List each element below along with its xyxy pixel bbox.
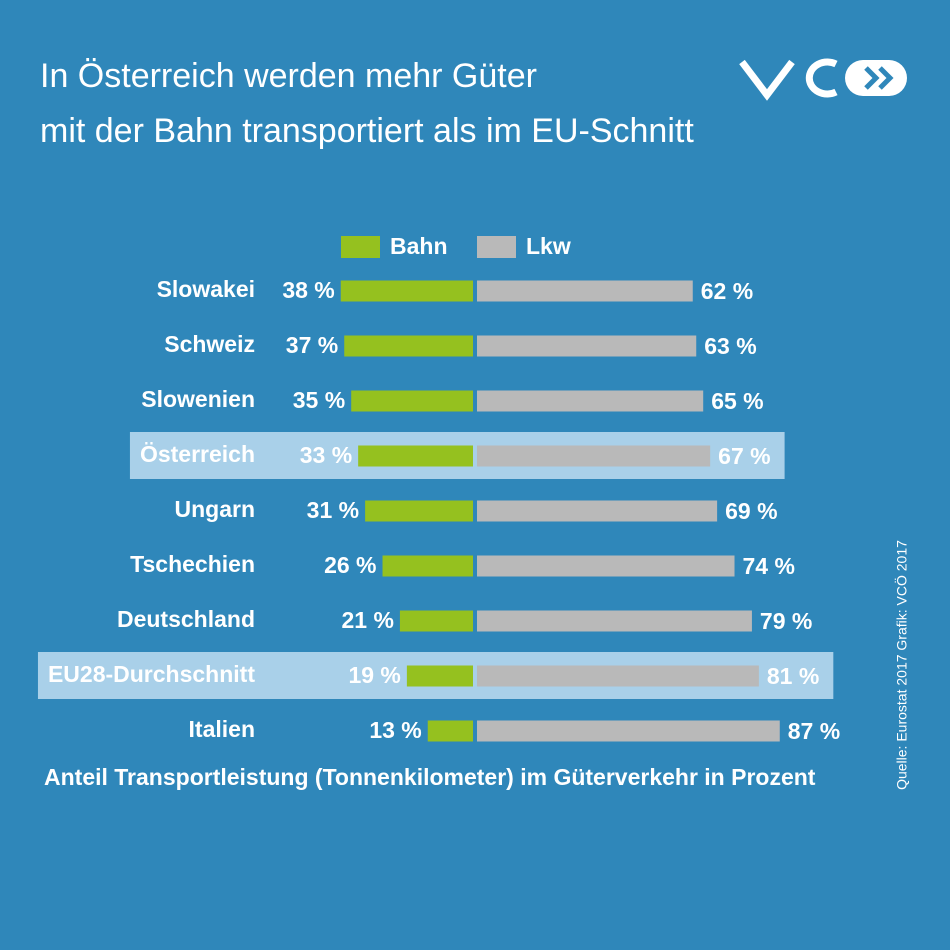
value-label: 35 % — [293, 387, 345, 413]
bar — [477, 665, 759, 687]
category-label: EU28-Durchschnitt — [48, 661, 255, 687]
source: Quelle: Eurostat 2017 Grafik: VCÖ 2017 — [893, 540, 910, 790]
value-label: 69 % — [725, 498, 777, 524]
legend-label: Lkw — [526, 233, 571, 259]
bar — [340, 280, 473, 302]
category-label: Slowenien — [141, 386, 255, 412]
value-label: 62 % — [701, 278, 753, 304]
bar — [344, 335, 473, 357]
bar — [351, 390, 473, 412]
bar — [477, 390, 704, 412]
value-label: 21 % — [341, 607, 393, 633]
bar — [382, 555, 473, 577]
bar — [477, 445, 711, 467]
value-label: 19 % — [348, 662, 400, 688]
bar — [477, 555, 735, 577]
category-label: Ungarn — [175, 496, 256, 522]
bar — [358, 445, 473, 467]
value-label: 65 % — [711, 388, 763, 414]
value-label: 87 % — [788, 718, 840, 744]
logo — [739, 58, 907, 101]
category-label: Schweiz — [164, 331, 255, 357]
bar — [365, 500, 473, 522]
value-label: 26 % — [324, 552, 376, 578]
category-label: Italien — [189, 716, 255, 742]
value-label: 13 % — [369, 717, 421, 743]
chart-title: In Österreich werden mehr Güter — [40, 57, 537, 95]
category-label: Deutschland — [117, 606, 255, 632]
chart-title: mit der Bahn transportiert als im EU-Sch… — [40, 112, 694, 150]
value-label: 37 % — [286, 332, 338, 358]
legend-swatch — [341, 236, 380, 258]
bar — [477, 280, 693, 302]
value-label: 74 % — [743, 553, 795, 579]
bar — [477, 610, 752, 632]
value-label: 38 % — [282, 277, 334, 303]
category-label: Österreich — [140, 441, 255, 467]
legend-swatch — [477, 236, 516, 258]
value-label: 63 % — [704, 333, 756, 359]
bar — [477, 335, 697, 357]
bar — [427, 720, 473, 742]
legend-label: Bahn — [390, 233, 448, 259]
value-label: 81 % — [767, 663, 819, 689]
value-label: 79 % — [760, 608, 812, 634]
bar — [477, 720, 780, 742]
category-label: Slowakei — [157, 276, 255, 302]
value-label: 33 % — [300, 442, 352, 468]
bar — [477, 500, 718, 522]
bar — [399, 610, 473, 632]
category-label: Tschechien — [130, 551, 255, 577]
x-axis-label: Anteil Transportleistung (Tonnenkilomete… — [44, 764, 816, 790]
value-label: 31 % — [307, 497, 359, 523]
bar — [406, 665, 473, 687]
value-label: 67 % — [718, 443, 770, 469]
